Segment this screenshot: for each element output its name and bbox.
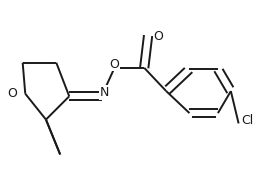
Text: O: O bbox=[8, 87, 17, 100]
Text: O: O bbox=[109, 58, 119, 70]
Text: Cl: Cl bbox=[241, 114, 253, 127]
Text: N: N bbox=[100, 86, 109, 99]
Text: O: O bbox=[153, 30, 163, 43]
